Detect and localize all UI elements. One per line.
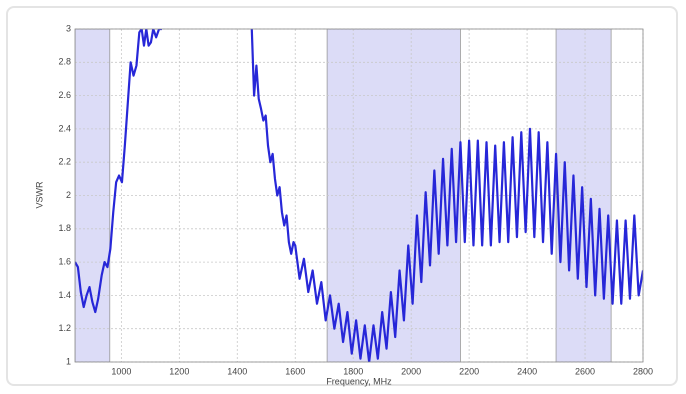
x-tick-label: 1600 bbox=[285, 366, 305, 376]
y-tick-label: 2.6 bbox=[58, 90, 71, 100]
y-axis-label: VSWR bbox=[34, 181, 44, 209]
x-tick-label: 2200 bbox=[459, 366, 479, 376]
plot-frame bbox=[74, 28, 644, 363]
x-tick-label: 1800 bbox=[343, 366, 363, 376]
data-line bbox=[75, 29, 643, 362]
y-tick-label: 1.2 bbox=[58, 323, 71, 333]
x-tick-label: 1000 bbox=[111, 366, 131, 376]
y-tick-label: 3 bbox=[66, 23, 71, 33]
x-tick-label: 2400 bbox=[517, 366, 537, 376]
x-tick-label: 2600 bbox=[575, 366, 595, 376]
y-tick-label: 2 bbox=[66, 190, 71, 200]
x-tick-label: 2000 bbox=[401, 366, 421, 376]
y-tick-label: 1.8 bbox=[58, 223, 71, 233]
y-tick-label: 1.4 bbox=[58, 290, 71, 300]
y-tick-label: 1 bbox=[66, 356, 71, 366]
y-tick-label: 2.8 bbox=[58, 57, 71, 67]
lines bbox=[75, 29, 643, 362]
y-tick-label: 2.2 bbox=[58, 157, 71, 167]
x-tick-label: 1400 bbox=[227, 366, 247, 376]
x-axis-label: Frequency, MHz bbox=[326, 376, 392, 386]
y-tick-label: 2.4 bbox=[58, 123, 71, 133]
y-tick-label: 1.6 bbox=[58, 256, 71, 266]
x-tick-label: 1200 bbox=[169, 366, 189, 376]
x-tick-label: 2800 bbox=[633, 366, 653, 376]
